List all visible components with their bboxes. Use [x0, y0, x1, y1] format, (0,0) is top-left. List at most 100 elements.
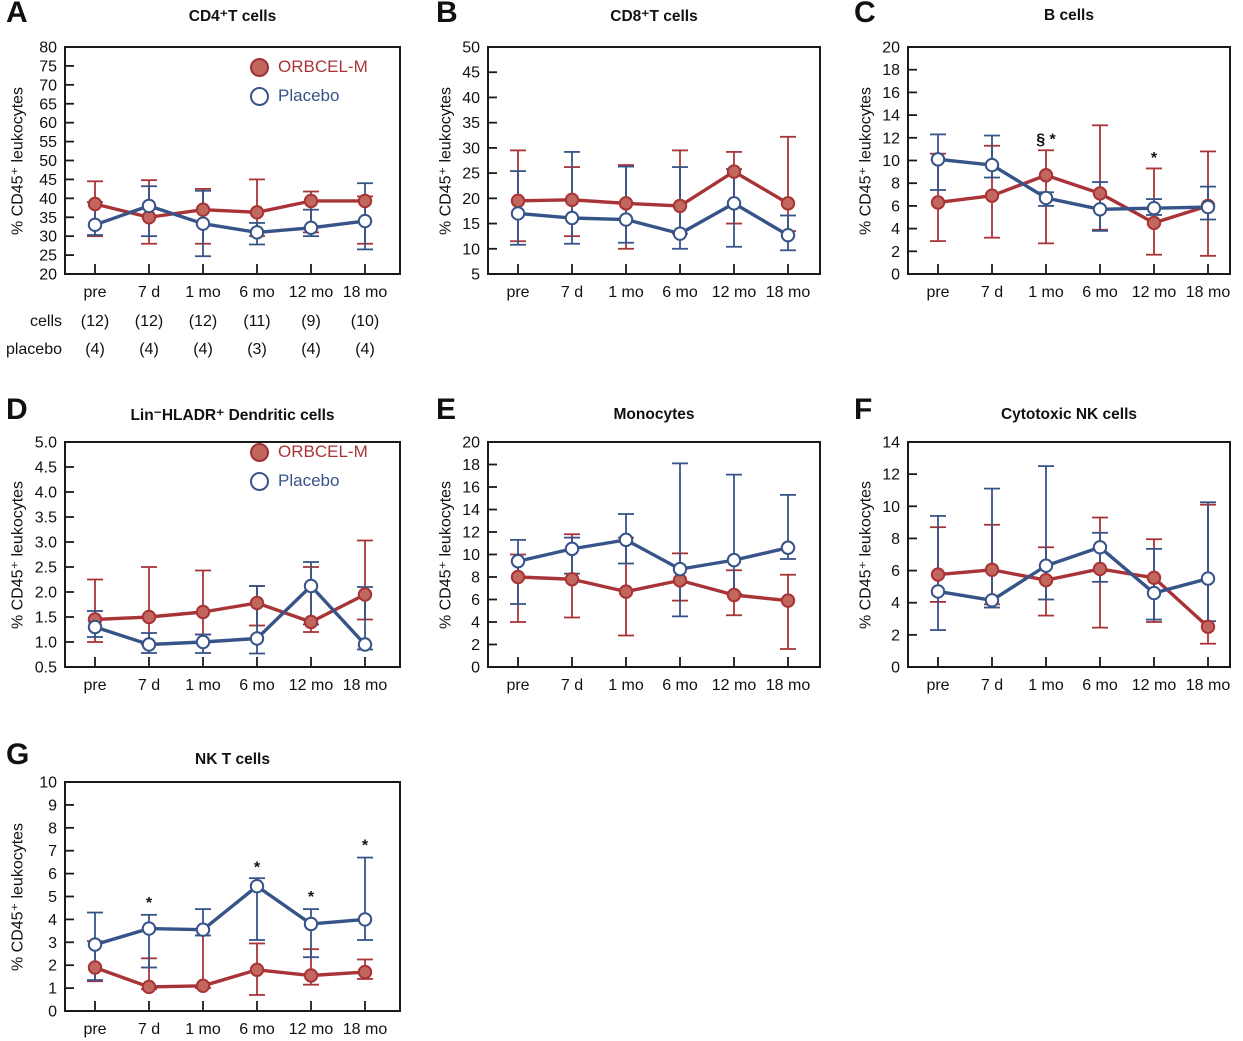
- x-tick-label: 1 mo: [185, 284, 221, 301]
- data-point-orbcel-12mo: [303, 193, 319, 209]
- data-point-orbcel-18mo: [780, 196, 796, 211]
- y-tick-label: 18: [462, 457, 480, 474]
- x-tick-label: 12 mo: [289, 1021, 334, 1038]
- y-tick-label: 1.5: [35, 610, 57, 627]
- y-tick-label: 7: [48, 843, 57, 860]
- data-point-placebo-1mo: [195, 922, 211, 937]
- plot-frame: [64, 46, 401, 275]
- data-point-placebo-12mo: [303, 220, 319, 236]
- data-point-orbcel-7d: [984, 188, 1000, 203]
- data-point-orbcel-12mo: [303, 614, 319, 630]
- y-tick-label: 0: [891, 660, 900, 677]
- data-point-placebo-pre: [930, 152, 946, 167]
- data-point-placebo-7d: [564, 541, 580, 557]
- x-tick-label: 6 mo: [662, 677, 698, 694]
- y-tick-label: 9: [48, 797, 57, 814]
- data-point-placebo-18mo: [780, 540, 796, 555]
- sample-size-value: (11): [243, 313, 270, 330]
- y-tick-label: 5: [471, 267, 480, 284]
- data-point-orbcel-1mo: [195, 978, 211, 994]
- x-tick-label: 18 mo: [343, 1021, 388, 1038]
- significance-annotation: *: [362, 838, 369, 855]
- sample-size-value: (4): [85, 341, 105, 358]
- panel-title-B: CD8⁺T cells: [610, 8, 698, 25]
- data-point-placebo-7d: [141, 921, 157, 936]
- y-tick-label: 0.5: [35, 660, 57, 677]
- data-point-orbcel-pre: [930, 567, 946, 582]
- y-tick-label: 12: [462, 525, 480, 542]
- data-point-orbcel-6mo: [249, 205, 265, 220]
- data-point-placebo-pre: [87, 619, 103, 635]
- data-point-placebo-pre: [510, 206, 526, 221]
- data-point-placebo-7d: [984, 157, 1000, 173]
- plot-frame: [64, 441, 401, 668]
- x-tick-label: 6 mo: [239, 284, 275, 301]
- sample-size-row-label: placebo: [6, 341, 62, 358]
- sample-size-value: (4): [193, 341, 213, 358]
- sample-size-value: (10): [351, 313, 379, 330]
- y-tick-label: 8: [891, 531, 900, 548]
- y-tick-label: 4.0: [35, 485, 57, 502]
- significance-annotation: *: [146, 895, 153, 912]
- data-point-placebo-7d: [141, 198, 157, 214]
- y-tick-label: 0: [471, 660, 480, 677]
- series-line-placebo: [93, 584, 367, 647]
- data-point-placebo-pre: [510, 554, 526, 569]
- y-tick-label: 16: [882, 85, 900, 102]
- plot-G: 0 1 2 3 4 5 6 7 8 9 10 pre 7 d 1 mo 6 mo 12 mo 18 mo * * * *: [39, 775, 401, 1038]
- x-tick-label: 12 mo: [1132, 677, 1177, 694]
- plot-C: 0 2 4 6 8 10 12 14 16 18 20 pre 7 d 1 mo 6 mo 12 mo 18 m…: [882, 40, 1231, 301]
- data-point-orbcel-7d: [564, 192, 580, 208]
- plot-frame: [907, 46, 1231, 275]
- x-tick-label: 7 d: [981, 677, 1003, 694]
- y-tick-label: 3: [48, 935, 57, 952]
- y-tick-label: 40: [462, 90, 480, 107]
- sample-size-value: (9): [301, 313, 321, 330]
- x-tick-label: 7 d: [981, 284, 1003, 301]
- legend-label-orbcel: ORBCEL-M: [278, 442, 368, 461]
- y-tick-label: 3.5: [35, 510, 57, 527]
- x-tick-label: 1 mo: [608, 284, 644, 301]
- data-point-placebo-6mo: [249, 878, 265, 894]
- placebo-marker-icon: [250, 471, 269, 491]
- error-bars-placebo: [930, 465, 1216, 631]
- error-bars-placebo: [87, 856, 373, 981]
- y-tick-label: 80: [39, 40, 57, 57]
- data-point-orbcel-18mo: [357, 193, 373, 209]
- error-bars-orbcel: [87, 539, 373, 646]
- y-tick-label: 14: [882, 108, 900, 125]
- placebo-marker-icon: [250, 86, 269, 106]
- data-point-placebo-1mo: [1038, 558, 1054, 573]
- data-point-placebo-18mo: [780, 227, 796, 243]
- x-tick-label: 7 d: [561, 284, 583, 301]
- plot-D: 0.5 1.0 1.5 2.0 2.5 3.0 3.5 4.0 4.5 5.0 pre 7 d 1 mo…: [35, 435, 401, 694]
- data-point-orbcel-1mo: [195, 202, 211, 217]
- y-tick-label: 3.0: [35, 535, 57, 552]
- data-point-orbcel-18mo: [357, 587, 373, 602]
- panel-title-F: Cytotoxic NK cells: [1000, 406, 1138, 423]
- series-line-placebo: [93, 884, 367, 947]
- x-tick-label: pre: [926, 284, 949, 301]
- panel-B: B CD8⁺T cells % CD45⁺ leukocytes 5 10 15 20…: [424, 0, 838, 330]
- plot-frame: [907, 441, 1231, 668]
- data-point-orbcel-12mo: [1146, 570, 1162, 586]
- plot-F: 0 2 4 6 8 10 12 14 pre 7 d 1 mo 6 mo 12 mo 18 mo: [882, 435, 1231, 694]
- y-tick-label: 6: [48, 866, 57, 883]
- x-tick-label: pre: [83, 284, 106, 301]
- data-point-placebo-7d: [564, 210, 580, 226]
- data-point-placebo-pre: [87, 937, 103, 952]
- panel-title-G: NK T cells: [195, 751, 270, 768]
- data-point-orbcel-pre: [930, 195, 946, 210]
- x-tick-label: 7 d: [138, 677, 160, 694]
- series-line-placebo: [516, 538, 790, 571]
- panel-letter-C: C: [854, 0, 876, 29]
- x-tick-label: 6 mo: [1082, 677, 1118, 694]
- data-point-orbcel-7d: [564, 572, 580, 587]
- data-point-orbcel-6mo: [1092, 186, 1108, 201]
- data-point-placebo-18mo: [357, 637, 373, 652]
- significance-annotation: *: [254, 859, 261, 876]
- y-tick-label: 14: [462, 502, 480, 519]
- y-tick-label: 2.0: [35, 585, 57, 602]
